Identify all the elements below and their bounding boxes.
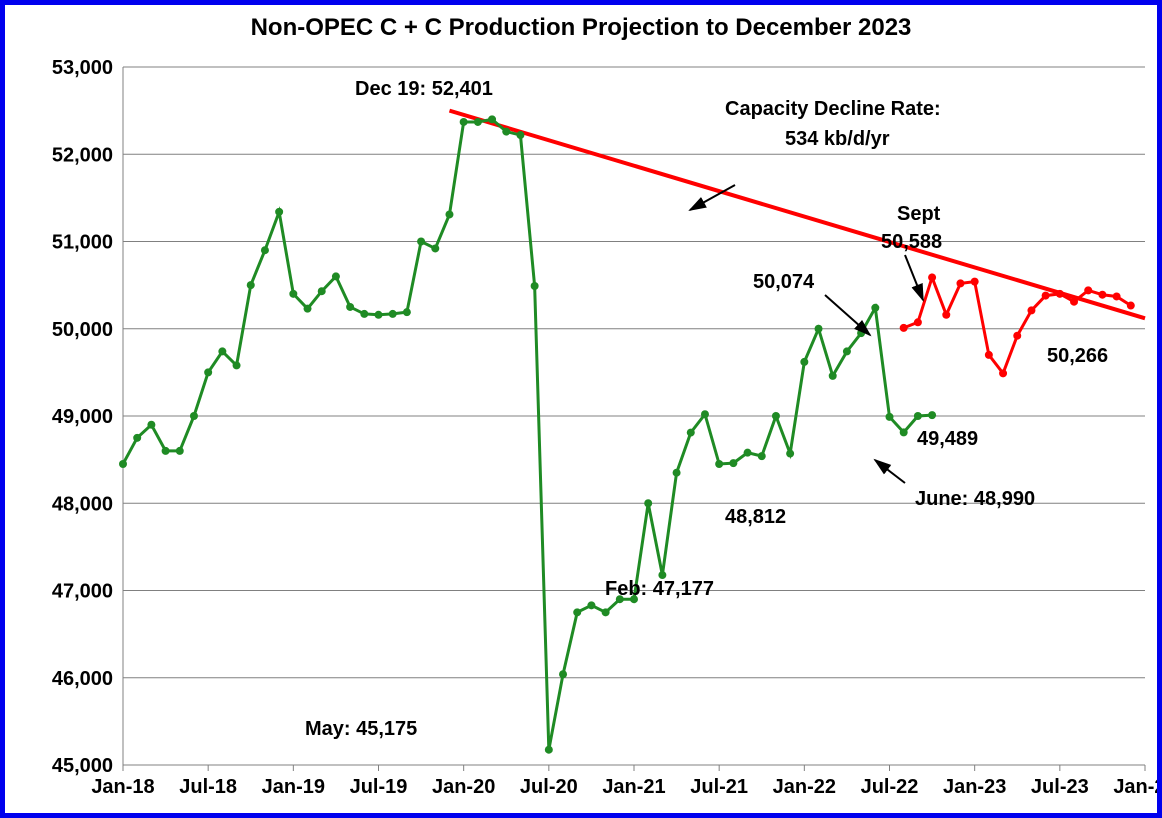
chart-svg: Non-OPEC C + C Production Projection to … [5, 5, 1157, 813]
y-tick-label: 45,000 [52, 755, 113, 777]
x-tick-label: Jan-23 [943, 776, 1006, 798]
y-tick-label: 46,000 [52, 668, 113, 690]
x-tick-label: Jan-21 [602, 776, 665, 798]
annotation-p50074: 50,074 [753, 271, 815, 293]
x-tick-label: Jan-18 [91, 776, 154, 798]
annotation-sept2: 50,588 [881, 231, 942, 253]
annotation-arrows [690, 185, 923, 483]
x-tick-label: Jan-24 [1113, 776, 1157, 798]
x-tick-label: Jul-18 [179, 776, 237, 798]
x-tick-label: Jan-19 [262, 776, 325, 798]
x-tick-label: Jan-22 [773, 776, 836, 798]
x-tick-label: Jul-22 [861, 776, 919, 798]
annotation-feb: Feb: 47,177 [605, 578, 714, 600]
x-tick-label: Jul-23 [1031, 776, 1089, 798]
annotation-cap1: Capacity Decline Rate: [725, 98, 941, 120]
y-tick-label: 49,000 [52, 406, 113, 428]
y-axis-ticks: 45,000 46,000 47,000 48,000 49,000 50,000 51,0… [52, 57, 113, 777]
annotation-may: May: 45,175 [305, 718, 417, 740]
annotation-june: June: 48,990 [915, 488, 1035, 510]
annotation-p49489: 49,489 [917, 428, 978, 450]
annotation-p48812: 48,812 [725, 506, 786, 528]
y-tick-label: 47,000 [52, 581, 113, 603]
x-tick-label: Jul-20 [520, 776, 578, 798]
annotation-cap2: 534 kb/d/yr [785, 128, 890, 150]
y-tick-label: 51,000 [52, 232, 113, 254]
x-tick-label: Jan-20 [432, 776, 495, 798]
y-tick-label: 50,000 [52, 319, 113, 341]
x-tick-label: Jul-19 [350, 776, 408, 798]
gridlines [123, 67, 1145, 765]
x-tick-label: Jul-21 [690, 776, 748, 798]
annotations: Dec 19: 52,401 Capacity Decline Rate: 534 … [305, 78, 1108, 740]
annotation-sept1: Sept [897, 203, 941, 225]
y-tick-label: 52,000 [52, 144, 113, 166]
annotation-dec19: Dec 19: 52,401 [355, 78, 493, 100]
x-axis-ticks: Jan-18 Jul-18 Jan-19 Jul-19 Jan-20 Jul-20 Jan-… [91, 765, 1157, 798]
series-historical-line [123, 119, 932, 749]
chart-title: Non-OPEC C + C Production Projection to … [251, 14, 912, 41]
annotation-p50266: 50,266 [1047, 345, 1108, 367]
y-tick-label: 48,000 [52, 493, 113, 515]
y-tick-label: 53,000 [52, 57, 113, 79]
chart-frame: Non-OPEC C + C Production Projection to … [0, 0, 1162, 818]
